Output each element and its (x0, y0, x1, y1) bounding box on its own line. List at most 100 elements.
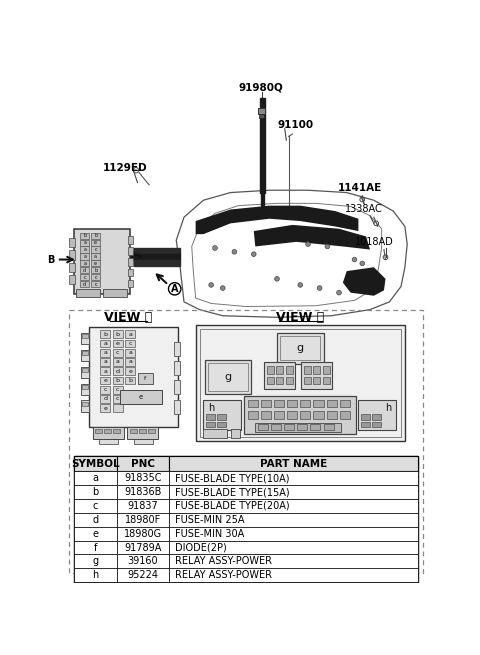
Polygon shape (343, 267, 385, 296)
Text: SYMBOL: SYMBOL (71, 458, 120, 468)
Bar (286, 377, 292, 384)
Bar (91, 253, 100, 259)
Bar (301, 362, 332, 389)
Bar (113, 349, 123, 356)
Bar (313, 365, 321, 373)
Text: d: d (83, 268, 86, 273)
Text: h: h (384, 403, 391, 413)
Bar (100, 358, 110, 365)
Text: a: a (92, 473, 98, 483)
Bar (99, 438, 118, 444)
Bar (82, 402, 88, 406)
Bar (148, 429, 156, 433)
Bar (74, 485, 117, 499)
Text: b: b (92, 487, 98, 497)
Bar (274, 411, 284, 419)
Bar (128, 247, 133, 255)
Polygon shape (196, 206, 359, 234)
Text: d: d (116, 369, 120, 374)
Bar (117, 527, 169, 540)
Bar (82, 385, 88, 389)
Polygon shape (133, 260, 180, 267)
Text: c: c (116, 387, 120, 392)
Text: 91100: 91100 (277, 120, 313, 130)
Bar (125, 367, 135, 375)
Text: a: a (128, 360, 132, 364)
Text: d: d (103, 396, 108, 402)
Bar (274, 400, 284, 407)
Bar (313, 400, 324, 407)
Bar (69, 310, 423, 573)
Text: 95224: 95224 (127, 571, 158, 580)
Text: B: B (47, 255, 54, 265)
Bar (100, 367, 110, 375)
Text: a: a (84, 240, 86, 245)
Text: c: c (104, 387, 107, 392)
Bar (125, 330, 135, 338)
Bar (93, 426, 123, 439)
Circle shape (352, 257, 357, 262)
Bar (103, 289, 127, 297)
Text: b: b (103, 331, 108, 337)
Text: e: e (138, 394, 143, 400)
Circle shape (298, 283, 302, 288)
Polygon shape (261, 193, 264, 206)
Text: e: e (103, 405, 107, 411)
Text: a: a (84, 247, 86, 252)
Text: c: c (95, 247, 97, 252)
Bar (69, 275, 75, 284)
Bar (117, 485, 169, 499)
Circle shape (209, 283, 214, 288)
Bar (100, 340, 110, 347)
Bar (113, 395, 123, 403)
Text: e: e (128, 369, 132, 374)
Bar (81, 400, 89, 412)
Bar (74, 472, 117, 485)
Text: b: b (116, 331, 120, 337)
Bar (276, 377, 283, 384)
Text: g: g (92, 556, 98, 567)
Bar (117, 513, 169, 527)
Text: 91836B: 91836B (124, 487, 162, 497)
Text: c: c (95, 274, 97, 280)
Bar (217, 422, 226, 428)
Bar (69, 263, 75, 272)
Bar (74, 555, 117, 569)
Circle shape (213, 246, 217, 250)
Bar (169, 540, 418, 555)
Bar (80, 274, 89, 280)
Text: 1141AE: 1141AE (337, 183, 382, 193)
Bar (323, 365, 330, 373)
Bar (174, 400, 180, 413)
Polygon shape (133, 248, 180, 254)
Circle shape (252, 252, 256, 257)
Bar (91, 246, 100, 253)
Text: c: c (128, 341, 132, 346)
Bar (300, 411, 311, 419)
Bar (117, 472, 169, 485)
Bar (205, 360, 252, 394)
Bar (117, 540, 169, 555)
Polygon shape (130, 254, 180, 260)
Bar (80, 281, 89, 288)
Text: 18980F: 18980F (125, 515, 161, 525)
Bar (271, 424, 281, 430)
Bar (139, 429, 146, 433)
Bar (261, 400, 271, 407)
Bar (117, 555, 169, 569)
Text: g: g (297, 343, 304, 353)
Bar (204, 429, 227, 438)
Bar (169, 555, 418, 569)
Bar (311, 424, 321, 430)
Circle shape (325, 244, 330, 249)
Bar (113, 340, 123, 347)
Bar (82, 351, 88, 355)
Bar (255, 422, 340, 432)
Bar (113, 386, 123, 394)
Bar (100, 377, 110, 384)
Text: DIODE(2P): DIODE(2P) (176, 542, 227, 553)
Bar (261, 411, 271, 419)
Text: c: c (93, 501, 98, 511)
Text: b: b (94, 233, 97, 238)
Bar (313, 377, 321, 384)
